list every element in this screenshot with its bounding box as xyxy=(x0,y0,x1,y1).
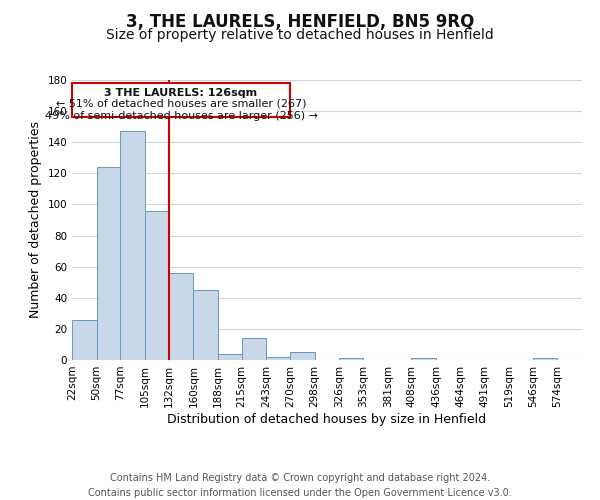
Bar xyxy=(340,358,363,360)
Bar xyxy=(266,357,290,360)
Bar xyxy=(412,358,436,360)
Text: 3, THE LAURELS, HENFIELD, BN5 9RQ: 3, THE LAURELS, HENFIELD, BN5 9RQ xyxy=(126,12,474,30)
Bar xyxy=(218,354,242,360)
Bar xyxy=(533,358,557,360)
Bar xyxy=(193,290,218,360)
Bar xyxy=(290,352,314,360)
X-axis label: Distribution of detached houses by size in Henfield: Distribution of detached houses by size … xyxy=(167,412,487,426)
Text: 49% of semi-detached houses are larger (256) →: 49% of semi-detached houses are larger (… xyxy=(44,111,317,121)
Y-axis label: Number of detached properties: Number of detached properties xyxy=(29,122,42,318)
Bar xyxy=(121,132,145,360)
Text: Size of property relative to detached houses in Henfield: Size of property relative to detached ho… xyxy=(106,28,494,42)
Bar xyxy=(242,338,266,360)
FancyBboxPatch shape xyxy=(72,83,290,117)
Bar xyxy=(145,210,169,360)
Bar xyxy=(72,320,97,360)
Bar xyxy=(169,273,193,360)
Text: ← 51% of detached houses are smaller (267): ← 51% of detached houses are smaller (26… xyxy=(56,98,306,108)
Text: Contains HM Land Registry data © Crown copyright and database right 2024.
Contai: Contains HM Land Registry data © Crown c… xyxy=(88,472,512,498)
Text: 3 THE LAURELS: 126sqm: 3 THE LAURELS: 126sqm xyxy=(104,88,257,98)
Bar xyxy=(97,167,121,360)
